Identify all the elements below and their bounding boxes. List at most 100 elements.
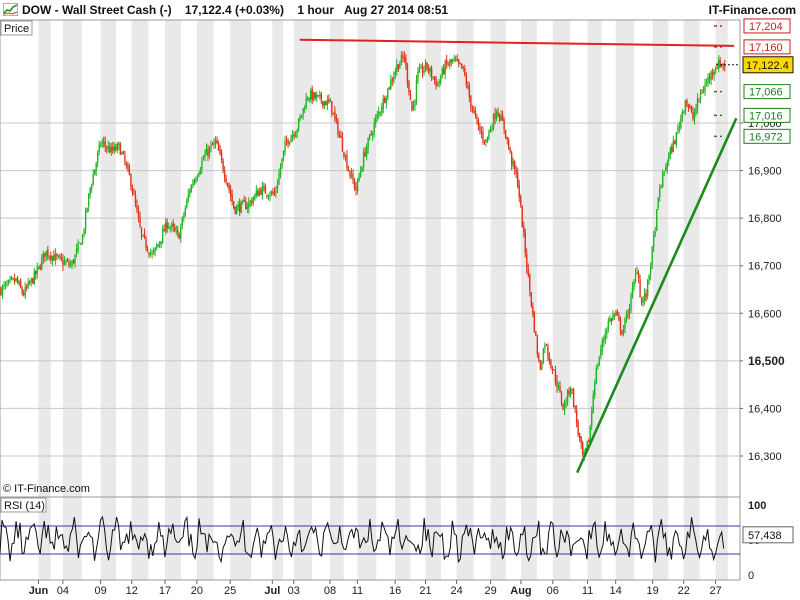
candle-body — [222, 160, 224, 171]
candle-body — [485, 139, 487, 142]
candle-body — [423, 69, 425, 73]
candle-body — [106, 147, 108, 149]
candle-body — [391, 79, 394, 81]
candle-body — [210, 145, 212, 149]
candle-body — [399, 63, 401, 69]
candle-body — [507, 140, 510, 149]
date-axis-label: Aug — [510, 585, 531, 597]
candle-body — [246, 206, 248, 210]
candle-body — [248, 202, 250, 208]
candle-body — [510, 152, 513, 165]
candle-body — [371, 133, 374, 136]
date-band — [100, 497, 117, 580]
date-band — [456, 20, 474, 497]
candle-body — [494, 113, 496, 119]
candle-body — [87, 193, 90, 207]
level-tag-label: 17,066 — [749, 87, 783, 99]
candle-body — [675, 132, 678, 145]
candle-body — [517, 172, 519, 186]
candle-body — [243, 200, 245, 202]
candle-body — [310, 90, 312, 100]
date-band — [62, 20, 82, 497]
candle-body — [417, 71, 419, 82]
resistance-line — [299, 38, 735, 47]
date-bands — [38, 20, 728, 580]
candle-body — [169, 226, 171, 228]
candle-body — [402, 55, 404, 58]
candle-body — [47, 249, 49, 257]
date-band — [38, 497, 51, 580]
candle-body — [562, 404, 564, 410]
candle-body — [186, 199, 188, 208]
candle-body — [32, 278, 34, 284]
candle-body — [580, 437, 582, 444]
candle-body — [39, 267, 41, 270]
candle-body — [378, 111, 380, 116]
candle-body — [172, 223, 174, 227]
date-axis-label: 24 — [450, 585, 462, 597]
candle-body — [279, 167, 282, 175]
candle-body — [530, 292, 533, 306]
candle-body — [255, 190, 258, 196]
level-tag-box — [743, 128, 791, 144]
candle-body — [131, 187, 134, 193]
date-band — [552, 20, 571, 497]
candle-body — [4, 283, 7, 286]
candle-body — [621, 330, 623, 335]
price-axis-label: 16,400 — [748, 403, 782, 415]
candle-body — [25, 286, 28, 288]
current-price-box — [742, 56, 794, 74]
candle-body — [500, 115, 502, 121]
candle-body — [300, 114, 303, 118]
candle-body — [335, 117, 338, 121]
candle-body — [560, 392, 563, 404]
candle-body — [717, 59, 720, 70]
candle-body — [477, 119, 480, 126]
candle-body — [211, 143, 214, 146]
date-axis-label: 25 — [224, 585, 236, 597]
candle-body — [245, 201, 247, 209]
candle-body — [634, 273, 637, 281]
candle-body — [341, 137, 344, 151]
candle-body — [239, 203, 241, 212]
candle-body — [387, 88, 389, 98]
candle-body — [574, 406, 576, 410]
candle-body — [273, 192, 276, 194]
candle-body — [630, 295, 632, 310]
candle-body — [130, 174, 132, 188]
candle-body — [344, 155, 347, 157]
candle-body — [329, 99, 332, 102]
date-axis-label: 22 — [678, 585, 690, 597]
candle-body — [343, 151, 345, 158]
candle-body — [504, 129, 507, 138]
candle-body — [716, 67, 718, 69]
candle-body — [578, 433, 581, 438]
date-axis-label: 06 — [547, 585, 559, 597]
candle-body — [512, 161, 514, 166]
candle-body — [684, 100, 687, 111]
candle-body — [536, 336, 539, 355]
date-band — [196, 20, 214, 497]
candle-body — [349, 170, 351, 176]
candle-body — [337, 120, 339, 135]
rsi-indicator: 10050057,438 — [0, 500, 794, 582]
candle-body — [21, 288, 23, 294]
candle-body — [178, 233, 180, 240]
candle-body — [204, 154, 206, 159]
candle-body — [1, 286, 4, 295]
date-band — [230, 20, 252, 497]
level-tag-box — [743, 84, 791, 100]
date-axis-label: 08 — [324, 585, 336, 597]
candle-body — [6, 283, 8, 285]
candle-body — [189, 191, 191, 194]
candle-body — [452, 60, 454, 62]
candle-body — [352, 174, 354, 181]
candle-body — [86, 207, 88, 212]
candle-body — [115, 147, 117, 151]
candle-body — [663, 171, 665, 173]
candle-body — [594, 382, 596, 396]
price-level-tags: 17,204 17,160 17,066 17,016 16,972 — [743, 18, 791, 144]
candle-body — [659, 187, 661, 198]
candle-body — [322, 100, 324, 106]
date-axis: Jun 04 09 12 17 20 25 Jul 03 08 11 16 21 24 29 Aug 06 11 1… — [29, 580, 722, 597]
